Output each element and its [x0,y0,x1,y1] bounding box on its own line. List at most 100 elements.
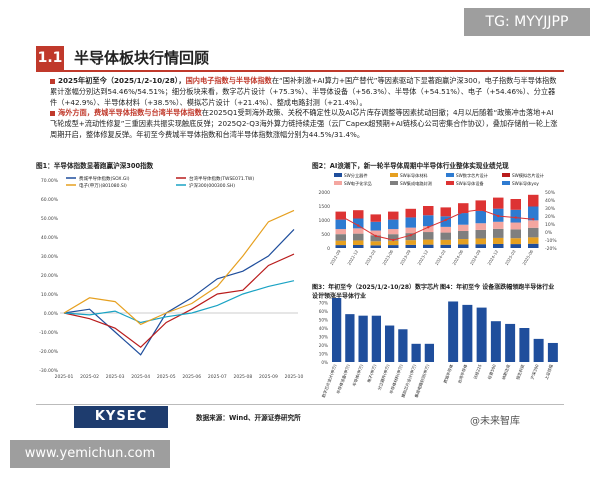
figure-3-chart: 80%70%60%50%40%30%20%10%0%数字芯片设计(申万)半导体设… [319,292,435,398]
bar-segment [528,206,539,221]
bar-segment [528,243,539,248]
y2-tick-label: 50% [545,190,556,196]
y2-tick-label: -10% [545,238,557,244]
bar-segment [458,224,469,231]
legend-swatch [390,181,398,185]
footer-divider [36,404,564,405]
legend-swatch [502,173,510,177]
legend-label: SW分立器件 [344,172,368,179]
bar-segment [405,233,416,241]
legend-label: SW模拟芯片设计 [512,172,544,179]
x-tick-label: 沪深300 [529,363,540,380]
x-tick-label: 分立器件(申万) [376,363,391,391]
bar-segment [370,241,381,246]
legend-label: 沪深300(000300.SH) [189,182,235,189]
bar-segment [335,234,346,241]
bar [424,343,435,362]
y-tick-label: 60.00% [41,197,59,203]
x-tick-label: 半导体材料(申万) [388,363,404,395]
x-tick-label: 2025-10 [285,374,304,380]
x-tick-label: 2025-03 [106,374,125,380]
x-tick-label: 2022-09 [329,249,342,266]
bar [505,323,516,362]
yoy-point [462,210,465,214]
y-tick-label: 10.00% [41,292,59,298]
figure-1-title: 图1：半导体指数显著跑赢沪深300指数 [36,162,154,170]
legend-label: 电子(申万)(801080.SI) [79,182,127,189]
legend-label: SW数字芯片设计 [456,172,488,179]
x-tick-label: 纳斯达克 [500,363,511,380]
bar-segment [458,213,469,225]
bar [547,342,558,362]
yoy-point [374,234,377,238]
yoy-point [357,224,360,227]
bar [490,321,501,362]
bar-segment [353,218,364,229]
bar-segment [353,228,364,234]
x-tick-label: 2024-06 [451,249,464,266]
legend-label: SW半导体材料 [400,172,429,179]
x-tick-label: 2025-05 [157,374,176,380]
y-tick-label: 70.00% [41,178,59,184]
bar-segment [458,203,469,214]
bar-segment [528,227,539,238]
bar-segment [423,239,434,245]
bar-segment [510,238,521,245]
x-tick-label: 恒生科技 [514,363,525,380]
y-tick-label: 10% [319,352,328,357]
bar-segment [370,235,381,242]
yoy-point [479,208,482,211]
legend-swatch [390,173,398,177]
y-tick-label: 1500 [319,204,331,210]
series-line [63,228,295,356]
y-tick-label: 20% [319,343,328,348]
legend-label: SW半导体设备 [456,180,485,187]
figure-2-title: 图2：AI浪潮下，新一轮半导体周期中半导体行业整体实现业绩兑现 [312,162,509,170]
x-tick-label: 2022-12 [346,249,359,266]
bar-segment [405,244,416,248]
x-tick-label: 半导体设备(申万) [335,363,351,395]
figure-2-chart: 2000 1500 1000 500 0 50% 40% 30% 20% 10% 0% -10% -20… [319,172,558,266]
bar-segment [388,234,399,241]
bar-segment [510,209,521,223]
y-tick-label: -20.00% [39,349,59,355]
bar [462,304,473,362]
bar-segment [493,243,504,248]
figure-4: 图4：年初至今 设备涨跌幅领跑半导体行业 费城半导体 台湾半导体 日经225 标普50… [440,282,564,400]
bar-segment [370,221,381,231]
x-tick-label: 2023-06 [381,249,394,266]
x-tick-label: 2025-01 [55,374,74,380]
x-tick-label: 标普500 [486,363,497,380]
paragraph-1: 2025年初至今（2025/1/2-10/28），国内电子指数与半导体指数在“国… [50,76,560,108]
figure-3: 图3：年初至今（2025/1/2-10/28）数字芯片设计领涨半导体行业 80%… [312,282,440,400]
y-tick-label: 70% [319,301,328,306]
x-tick-label: 2025-07 [208,374,227,380]
y2-tick-label: 10% [545,222,556,228]
bar [345,314,355,362]
legend-label: 费城半导体指数(SOX.GI) [79,175,130,182]
y-tick-label: 80% [319,292,328,297]
bar-segment [510,222,521,230]
watermark-brand: @未来智库 [470,416,520,427]
y-tick-label: 40.00% [41,235,59,241]
y-tick-label: 30% [319,335,328,340]
y-tick-label: 1000 [319,218,331,224]
y2-tick-label: 20% [545,214,556,220]
bar-segment [493,197,504,209]
bar-segment [388,211,399,220]
watermark-bottom: www.yemichun.com [10,440,170,468]
header-divider [36,70,564,72]
bar-segment [528,194,539,207]
y-tick-label: -10.00% [39,330,59,336]
figure-1-chart: 70.00% 60.00% 50.00% 40.00% 30.00% 20.00% 10.0… [39,175,304,380]
x-tick-label: 2024-03 [434,249,447,266]
bar-segment [423,244,434,248]
bar-segment [353,244,364,248]
bar-segment [475,210,486,224]
bar-segment [423,215,434,227]
yoy-point [497,214,500,218]
x-tick-label: 2024-12 [486,249,499,266]
bar-segment [335,245,346,248]
series-line [63,280,295,324]
bar [398,329,408,362]
